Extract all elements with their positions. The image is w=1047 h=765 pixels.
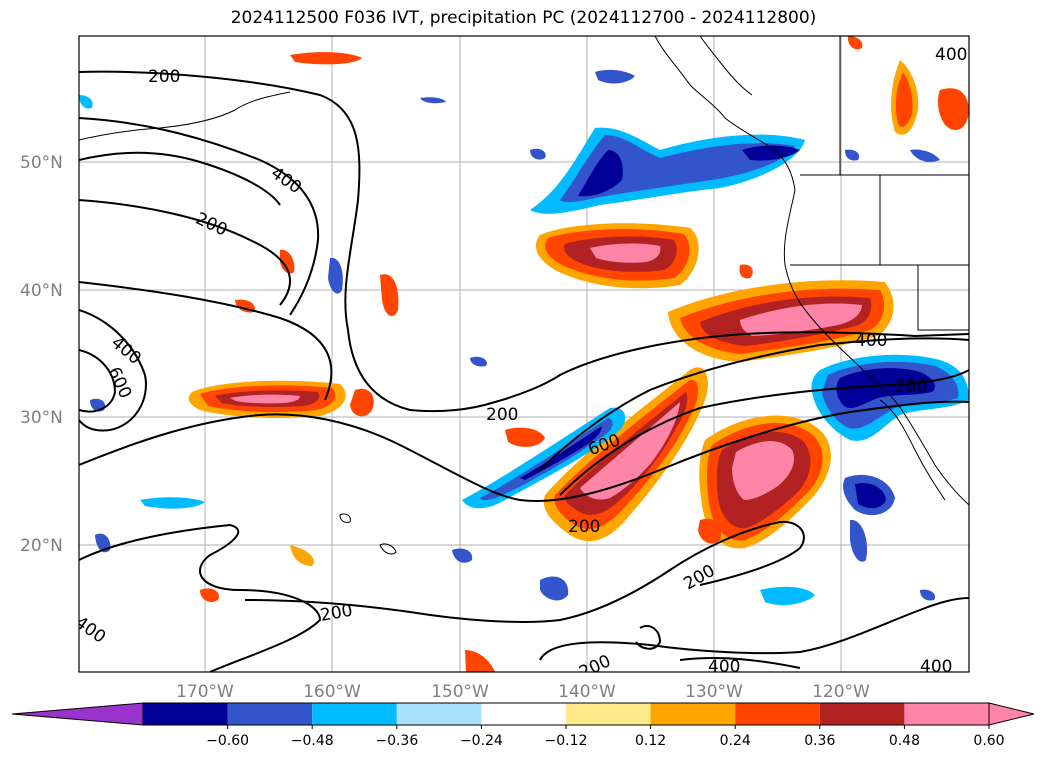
lon-label: 140°W — [558, 682, 616, 702]
contour-label: 200 — [486, 405, 518, 425]
lon-label: 170°W — [176, 682, 234, 702]
lat-label: 50°N — [20, 153, 63, 173]
colorbar-tick-label: −0.60 — [206, 733, 249, 749]
colorbar-tick-label: 0.48 — [889, 733, 920, 749]
contour-label: 200 — [148, 67, 180, 87]
lon-label: 160°W — [303, 682, 361, 702]
colorbar-extend-max — [988, 702, 1035, 726]
colorbar-bin — [396, 703, 482, 725]
contour-label: 400 — [855, 331, 887, 351]
negative-region-diagonal — [462, 407, 626, 509]
ivt-contours — [79, 70, 969, 672]
map-frame — [78, 35, 970, 673]
lat-label: 20°N — [20, 536, 63, 556]
colorbar-tick-label: −0.24 — [460, 733, 503, 749]
colorbar-extend-min — [11, 702, 144, 726]
colorbar-tick-label: −0.48 — [291, 733, 334, 749]
contour-label: 400 — [920, 657, 952, 677]
colorbar-bin — [650, 703, 736, 725]
lon-label: 130°W — [685, 682, 743, 702]
colorbar-bin — [819, 703, 905, 725]
lat-label: 30°N — [20, 408, 63, 428]
lon-label: 150°W — [431, 682, 489, 702]
coastlines — [79, 36, 969, 555]
latitude-labels: 50°N 40°N 30°N 20°N — [20, 153, 63, 556]
colorbar-bin — [481, 703, 566, 725]
contour-label: 400 — [935, 45, 967, 65]
colorbar-tick-label: −0.36 — [375, 733, 418, 749]
map-background — [79, 36, 969, 672]
contour-label: 400 — [708, 657, 740, 677]
colorbar-bin — [735, 703, 820, 725]
colorbar: −0.60 −0.48 −0.36 −0.24 −0.12 0.12 0.24 0.36 0.4… — [11, 702, 1035, 749]
colorbar-bin — [904, 703, 989, 725]
colorbar-tick-label: 0.36 — [804, 733, 835, 749]
colorbar-tick-label: 0.60 — [973, 733, 1004, 749]
contour-label: 200 — [568, 517, 600, 537]
lon-label: 120°W — [812, 682, 870, 702]
colorbar-tick-label: 0.24 — [720, 733, 751, 749]
colorbar-tick-label: −0.12 — [545, 733, 588, 749]
colorbar-bin — [227, 703, 313, 725]
colorbar-tick-label: 0.12 — [635, 733, 666, 749]
lat-label: 40°N — [20, 281, 63, 301]
positive-anomaly-regions — [188, 36, 969, 672]
colorbar-bin — [312, 703, 397, 725]
longitude-labels: 170°W 160°W 150°W 140°W 130°W 120°W — [176, 682, 870, 702]
contour-label: 200 — [895, 377, 927, 397]
colorbar-bin — [143, 703, 228, 725]
map-title: 2024112500 F036 IVT, precipitation PC (2… — [230, 8, 817, 28]
colorbar-bin — [566, 703, 651, 725]
